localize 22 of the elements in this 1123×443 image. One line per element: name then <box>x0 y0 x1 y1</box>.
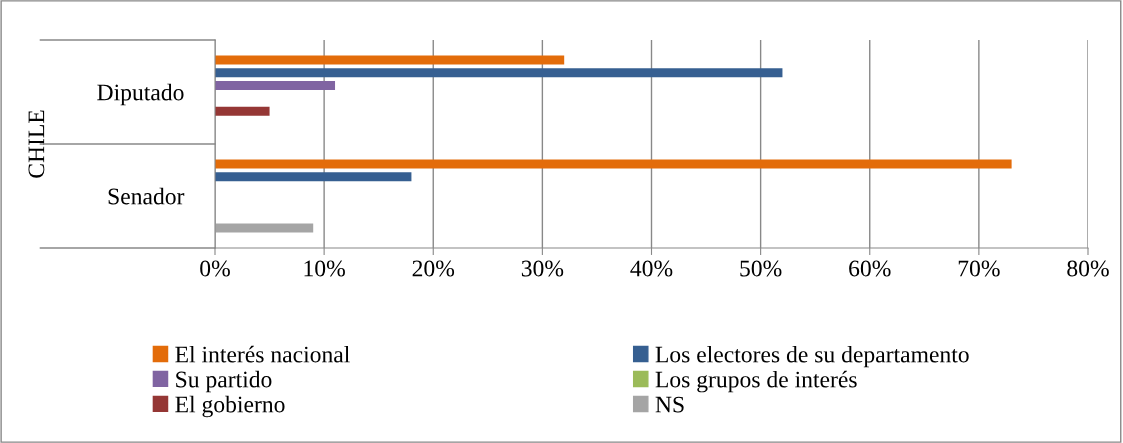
x-tick-label: 30% <box>521 260 564 277</box>
x-tick-label: 70% <box>958 260 1000 277</box>
y-axis-title: CHILE <box>28 110 45 178</box>
x-tick-label: 10% <box>304 260 345 277</box>
bar <box>215 81 336 91</box>
y-tick-label: Senador <box>108 187 185 205</box>
x-tick-label: 60% <box>849 260 891 277</box>
x-tick-label: 20% <box>412 260 455 277</box>
x-tick-label: 0% <box>200 260 230 277</box>
bar <box>215 106 270 116</box>
legend-label: El interés nacional <box>175 345 350 363</box>
bar <box>215 68 783 78</box>
x-tick-label: 40% <box>630 260 673 277</box>
legend-label: NS <box>655 396 684 413</box>
y-tick-label: Diputado <box>97 83 184 106</box>
legend-label: Los grupos de interés <box>655 370 857 393</box>
legend-label: Los electores de su departamento <box>655 345 969 368</box>
x-tick-label: 80% <box>1067 260 1109 277</box>
legend-label: Su partido <box>176 370 272 393</box>
bar <box>215 172 412 182</box>
legend-label: El gobierno <box>175 395 285 418</box>
x-tick-label: 50% <box>740 260 782 277</box>
